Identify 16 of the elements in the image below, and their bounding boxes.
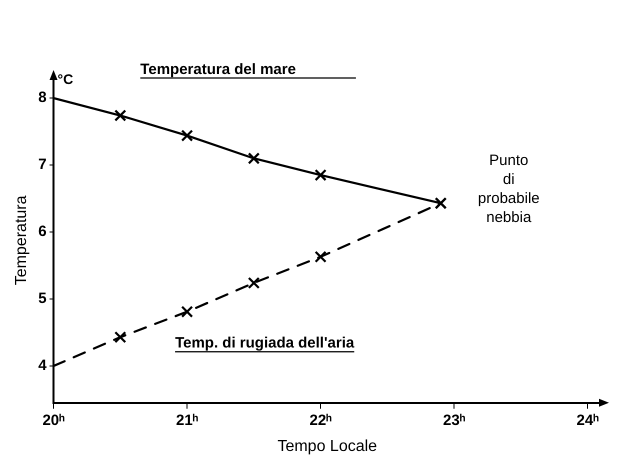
y-axis-title: Temperatura <box>13 195 30 286</box>
annotation: °C <box>58 71 74 87</box>
x-axis-title: Tempo Locale <box>277 438 378 455</box>
y-tick-label: 4 <box>38 357 48 374</box>
y-tick-label: 7 <box>38 156 47 174</box>
y-tick-label: 5 <box>38 290 47 308</box>
annotation: Punto di probabile nebbia <box>478 152 540 226</box>
x-tick-label: 24ʰ <box>576 412 600 429</box>
y-tick-label: 6 <box>38 223 47 240</box>
x-tick-label: 22ʰ <box>309 412 332 429</box>
series-label: Temp. di rugiada dell'aria <box>175 334 355 352</box>
text: Temperatura del mare <box>140 61 296 78</box>
y-tick-label: 8 <box>38 89 47 106</box>
x-tick-label: 21ʰ <box>176 412 199 429</box>
x-tick-label: 20ʰ <box>42 412 66 429</box>
x-tick-label: 23ʰ <box>443 412 466 429</box>
